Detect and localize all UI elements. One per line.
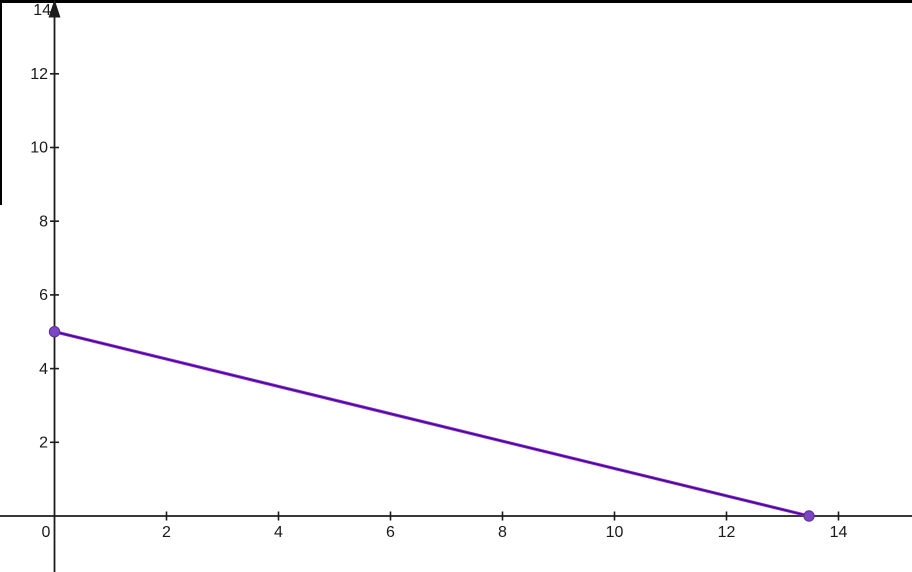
x-tick-label: 4 bbox=[274, 524, 283, 541]
segment-line[interactable] bbox=[53, 331, 810, 517]
x-axis-tick-labels: 0 2 4 6 8 10 12 14 bbox=[42, 524, 848, 541]
y-tick-label: 10 bbox=[30, 140, 48, 157]
y-axis-ticks bbox=[50, 73, 59, 444]
y-tick-label: 14 bbox=[33, 2, 51, 19]
y-axis-arrowhead-icon bbox=[48, 0, 61, 18]
endpoint-dot-right[interactable] bbox=[803, 510, 815, 522]
window-top-border bbox=[0, 0, 912, 3]
x-axis-ticks bbox=[165, 511, 840, 521]
x-tick-label: 14 bbox=[830, 524, 848, 541]
window-left-border bbox=[0, 0, 2, 205]
y-tick-label: 2 bbox=[39, 435, 48, 452]
endpoint-dot-left[interactable] bbox=[48, 326, 61, 338]
y-axis-tick-labels: 2 4 6 8 10 12 14 bbox=[30, 2, 51, 452]
x-tick-label: 2 bbox=[162, 524, 171, 541]
y-tick-label: 4 bbox=[39, 361, 48, 378]
y-tick-label: 12 bbox=[30, 66, 48, 83]
x-tick-label: 6 bbox=[386, 524, 395, 541]
x-tick-label: 12 bbox=[718, 524, 736, 541]
y-tick-label: 8 bbox=[39, 213, 48, 230]
y-tick-label: 6 bbox=[39, 287, 48, 304]
x-tick-label: 10 bbox=[606, 524, 624, 541]
x-tick-label: 0 bbox=[42, 524, 51, 541]
x-tick-label: 8 bbox=[498, 524, 507, 541]
